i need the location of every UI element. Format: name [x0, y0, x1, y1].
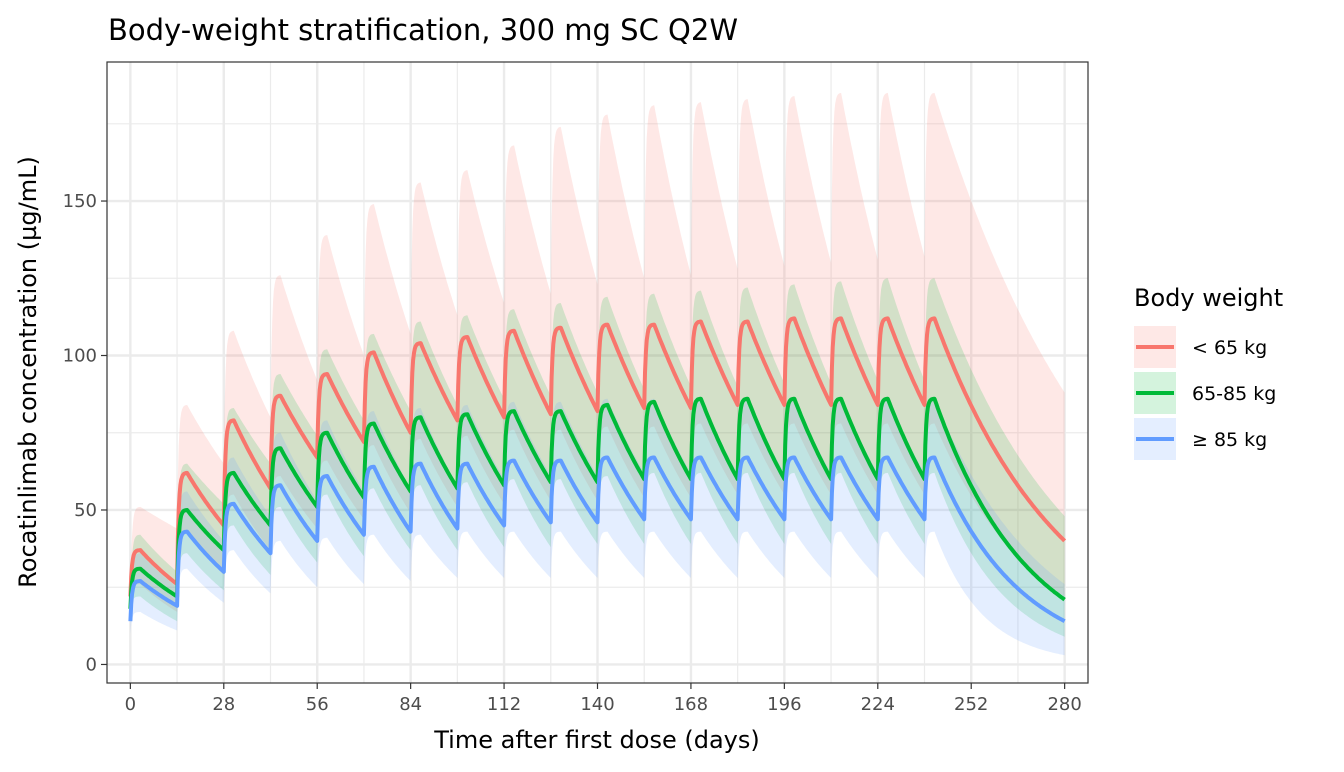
x-tick-label: 84 [399, 694, 422, 715]
ribbon-2 [130, 398, 1065, 656]
x-tick-label: 252 [954, 694, 988, 715]
y-tick-label: 50 [74, 500, 97, 521]
x-tick-label: 224 [861, 694, 895, 715]
x-tick-label: 168 [674, 694, 708, 715]
median-line-1 [128, 396, 1066, 609]
x-tick-label: 56 [306, 694, 329, 715]
legend-label: < 65 kg [1192, 337, 1267, 359]
x-tick-label: 28 [212, 694, 235, 715]
median-lines [128, 316, 1067, 623]
x-axis-label: Time after first dose (days) [433, 726, 760, 754]
x-tick-label: 196 [767, 694, 801, 715]
x-tick-label: 280 [1047, 694, 1081, 715]
y-tick-label: 150 [63, 191, 97, 212]
x-tick-label: 0 [125, 694, 136, 715]
x-tick-label: 112 [487, 694, 521, 715]
y-tick-label: 0 [86, 654, 97, 675]
legend: Body weight < 65 kg 65-85 kg ≥ 85 kg [1134, 284, 1283, 460]
axes: 0 28 56 84 112 140 168 196 224 252 280 0 50 100 150 [63, 191, 1082, 715]
x-tick-label: 140 [580, 694, 614, 715]
y-tick-label: 100 [63, 346, 97, 367]
chart-title: Body-weight stratification, 300 mg SC Q2… [108, 13, 738, 47]
median-line-0 [128, 316, 1067, 597]
legend-label: 65-85 kg [1192, 383, 1276, 405]
legend-title: Body weight [1134, 284, 1283, 312]
y-axis-label: Rocatinlimab concentration (µg/mL) [14, 156, 42, 588]
legend-label: ≥ 85 kg [1192, 429, 1267, 451]
median-line-2 [128, 455, 1066, 623]
